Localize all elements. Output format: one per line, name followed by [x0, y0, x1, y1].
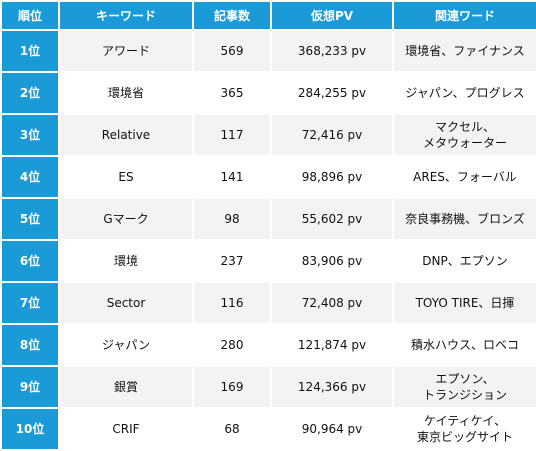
keyword-cell: ジャパン	[60, 325, 192, 365]
table-row: 10位 CRIF 68 90,964 pv ケイティケイ、 東京ビッグサイト	[2, 409, 536, 449]
rank-cell: 6位	[2, 241, 58, 281]
header-articles: 記事数	[194, 2, 270, 29]
related-word-line: ジャパン、プログレス	[405, 86, 525, 100]
related-cell: ARES、フォーバル	[394, 157, 536, 197]
related-word-line: 積水ハウス、ロベコ	[410, 338, 519, 352]
rank-cell: 9位	[2, 367, 58, 407]
pv-cell: 55,602 pv	[272, 199, 392, 239]
header-rank: 順位	[2, 2, 58, 29]
pv-cell: 83,906 pv	[272, 241, 392, 281]
table-body: 1位 アワード 569 368,233 pv 環境省、ファイナンス 2位 環境省 365 284…	[2, 31, 536, 449]
related-word-line: 東京ビッグサイト	[416, 430, 513, 444]
rank-cell: 3位	[2, 115, 58, 155]
table-header-row: 順位 キーワード 記事数 仮想PV 関連ワード	[2, 2, 536, 29]
rank-cell: 5位	[2, 199, 58, 239]
header-pv: 仮想PV	[272, 2, 392, 29]
table-row: 8位 ジャパン 280 121,874 pv 積水ハウス、ロベコ	[2, 325, 536, 365]
related-word-line: エプソン、	[435, 372, 495, 386]
keyword-cell: アワード	[60, 31, 192, 71]
table-row: 9位 銀賞 169 124,366 pv エプソン、 トランジション	[2, 367, 536, 407]
related-cell: ケイティケイ、 東京ビッグサイト	[394, 409, 536, 449]
related-cell: ジャパン、プログレス	[394, 73, 536, 113]
related-word-line: 環境省、ファイナンス	[405, 44, 525, 58]
rank-cell: 4位	[2, 157, 58, 197]
articles-cell: 169	[194, 367, 270, 407]
related-word-line: ARES、フォーバル	[413, 170, 517, 184]
articles-cell: 280	[194, 325, 270, 365]
pv-cell: 124,366 pv	[272, 367, 392, 407]
articles-cell: 141	[194, 157, 270, 197]
table-row: 6位 環境 237 83,906 pv DNP、エプソン	[2, 241, 536, 281]
keyword-cell: Relative	[60, 115, 192, 155]
related-cell: 環境省、ファイナンス	[394, 31, 536, 71]
related-cell: DNP、エプソン	[394, 241, 536, 281]
table-row: 7位 Sector 116 72,408 pv TOYO TIRE、日揮	[2, 283, 536, 323]
pv-cell: 72,416 pv	[272, 115, 392, 155]
articles-cell: 98	[194, 199, 270, 239]
keyword-cell: Gマーク	[60, 199, 192, 239]
table-row: 3位 Relative 117 72,416 pv マクセル、 メタウォーター	[2, 115, 536, 155]
related-cell: TOYO TIRE、日揮	[394, 283, 536, 323]
table-row: 1位 アワード 569 368,233 pv 環境省、ファイナンス	[2, 31, 536, 71]
keyword-cell: 環境省	[60, 73, 192, 113]
table-row: 2位 環境省 365 284,255 pv ジャパン、プログレス	[2, 73, 536, 113]
related-word-line: DNP、エプソン	[422, 254, 508, 268]
rank-cell: 1位	[2, 31, 58, 71]
related-word-line: ケイティケイ、	[423, 414, 507, 428]
articles-cell: 116	[194, 283, 270, 323]
related-cell: 奈良事務機、ブロンズ	[394, 199, 536, 239]
keyword-cell: ES	[60, 157, 192, 197]
rank-cell: 10位	[2, 409, 58, 449]
articles-cell: 365	[194, 73, 270, 113]
table-row: 5位 Gマーク 98 55,602 pv 奈良事務機、ブロンズ	[2, 199, 536, 239]
keyword-cell: 環境	[60, 241, 192, 281]
related-cell: 積水ハウス、ロベコ	[394, 325, 536, 365]
keyword-cell: Sector	[60, 283, 192, 323]
rank-cell: 7位	[2, 283, 58, 323]
table-row: 4位 ES 141 98,896 pv ARES、フォーバル	[2, 157, 536, 197]
pv-cell: 368,233 pv	[272, 31, 392, 71]
related-word-line: TOYO TIRE、日揮	[415, 296, 515, 310]
related-word-line: メタウォーター	[422, 136, 507, 150]
articles-cell: 569	[194, 31, 270, 71]
articles-cell: 68	[194, 409, 270, 449]
articles-cell: 237	[194, 241, 270, 281]
keyword-cell: CRIF	[60, 409, 192, 449]
related-cell: マクセル、メタウォーター	[394, 115, 536, 155]
rank-cell: 8位	[2, 325, 58, 365]
related-word-line: 奈良事務機、ブロンズ	[405, 212, 525, 226]
related-word-line: トランジション	[422, 388, 507, 402]
pv-cell: 90,964 pv	[272, 409, 392, 449]
header-keyword: キーワード	[60, 2, 192, 29]
keyword-cell: 銀賞	[60, 367, 192, 407]
header-related: 関連ワード	[394, 2, 536, 29]
pv-cell: 284,255 pv	[272, 73, 392, 113]
related-cell: エプソン、トランジション	[394, 367, 536, 407]
pv-cell: 72,408 pv	[272, 283, 392, 323]
related-word-line: マクセル、	[434, 120, 495, 134]
rank-cell: 2位	[2, 73, 58, 113]
articles-cell: 117	[194, 115, 270, 155]
pv-cell: 121,874 pv	[272, 325, 392, 365]
pv-cell: 98,896 pv	[272, 157, 392, 197]
